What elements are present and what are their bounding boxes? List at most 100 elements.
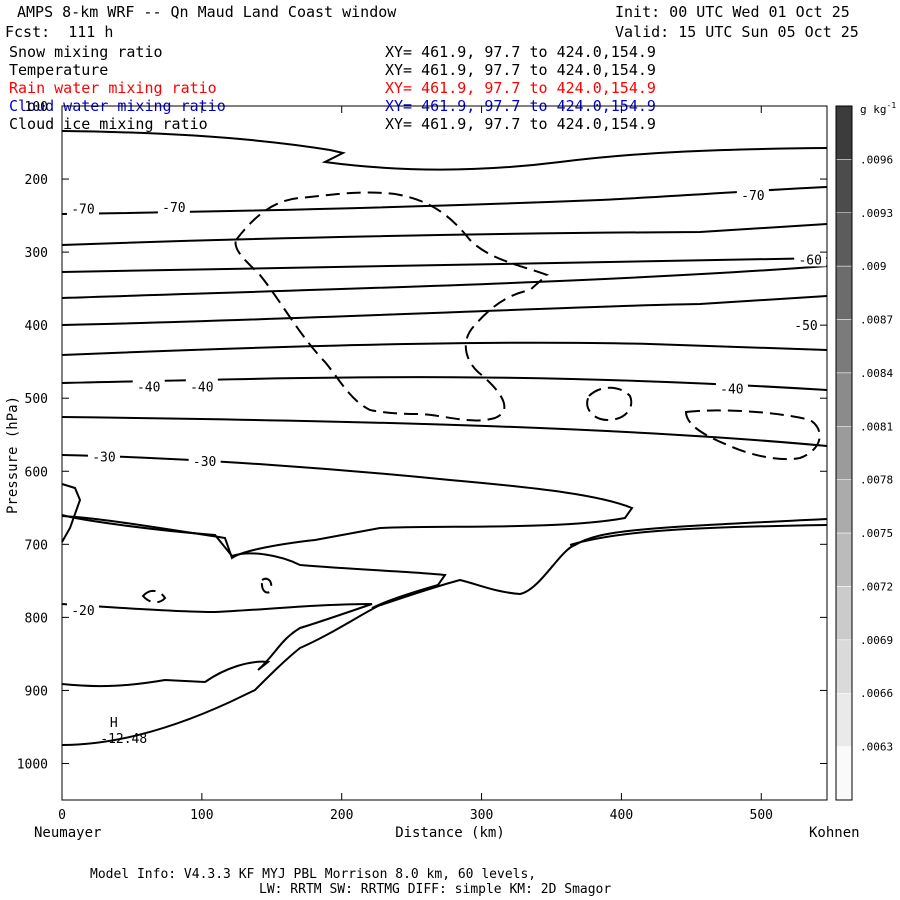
isotherm-minus30 [61, 454, 634, 560]
isotherm-top [61, 130, 828, 171]
colorbar-unit-exponent: -1 [887, 101, 897, 110]
isotherm-minus50-upper [61, 295, 828, 326]
colorbar-label-6: .0078 [860, 474, 893, 487]
colorbar-segment-2 [835, 212, 853, 267]
contour-label-6: -40 [190, 381, 213, 396]
isotherm-plateau [569, 524, 828, 546]
isotherm-left-stub [61, 483, 82, 543]
y-tick-label-700: 700 [25, 538, 48, 553]
isotherm-minus70-lower [61, 223, 828, 246]
colorbar-label-5: .0081 [860, 420, 893, 433]
colorbar-segment-3 [835, 265, 853, 320]
colorbar-label-11: .0063 [860, 741, 893, 754]
contour-label-bg-4 [790, 316, 823, 333]
field-name-snow: Snow mixing ratio [9, 43, 163, 61]
colorbar-segment-8 [835, 532, 853, 587]
isotherm-minus50-lower [61, 341, 828, 356]
cloud-ice-contour-right [684, 409, 821, 461]
colorbar-label-7: .0075 [860, 527, 893, 540]
cloud-ice-contour-small [586, 386, 633, 422]
contour-label-bg-7 [715, 379, 748, 396]
extremum-marker: H-12.48 [100, 716, 147, 747]
contour-label-4: -50 [794, 319, 817, 334]
colorbar: .0096 .0093 .009 .0087 .0084 .0081 .0078 .0075.… [835, 105, 893, 801]
contour-label-1: -70 [162, 201, 185, 216]
footer-model-info: Model Info: V4.3.3 KF MYJ PBL Morrison 8… [90, 867, 536, 882]
x-tick-label-300: 300 [470, 808, 493, 823]
contour-label-7: -40 [720, 383, 743, 398]
valid-time: Valid: 15 UTC Sun 05 Oct 25 [615, 23, 859, 41]
forecast-hour: Fcst: 111 h [5, 23, 114, 41]
x-tick-label-200: 200 [330, 808, 353, 823]
contour-label-bg-5 [132, 377, 165, 394]
field-name-temperature: Temperature [9, 61, 109, 79]
y-tick-label-600: 600 [25, 465, 48, 480]
contour-label-bg-1 [157, 197, 190, 214]
y-tick-label-900: 900 [25, 684, 48, 699]
x-tick-label-0: 0 [58, 808, 66, 823]
contour-label-3: -60 [798, 253, 821, 268]
x-tick-label-100: 100 [190, 808, 213, 823]
field-xy-temperature: XY= 461.9, 97.7 to 424.0,154.9 [385, 61, 656, 79]
colorbar-segment-7 [835, 479, 853, 534]
colorbar-label-3: .0087 [860, 314, 893, 327]
colorbar-frame [835, 105, 853, 801]
contour-label-5: -40 [137, 381, 160, 396]
init-time: Init: 00 UTC Wed 01 Oct 25 [615, 3, 850, 21]
contour-label-bg-8 [87, 447, 120, 464]
colorbar-segment-0 [835, 105, 853, 160]
contour-label-0: -70 [71, 202, 94, 217]
isotherm-minus60-upper [61, 257, 828, 273]
contour-label-bg-3 [794, 250, 827, 267]
contour-label-2: -70 [741, 189, 764, 204]
colorbar-segment-11 [835, 692, 853, 747]
y-axis: 100 200 300 400 500 600 700 800 900 1000 [17, 100, 827, 772]
y-axis-label: Pressure (hPa) [5, 396, 21, 514]
temperature-contours [61, 130, 828, 746]
extremum-label: H [110, 716, 118, 731]
y-tick-label-400: 400 [25, 319, 48, 334]
colorbar-segment-10 [835, 639, 853, 694]
y-tick-label-300: 300 [25, 246, 48, 261]
colorbar-segment-5 [835, 372, 853, 427]
y-tick-label-1000: 1000 [17, 757, 48, 772]
isotherm-minus10-near [61, 604, 381, 746]
field-name-rain: Rain water mixing ratio [9, 79, 217, 97]
cloud-ice-contour-main [234, 191, 549, 422]
contour-label-bg-0 [66, 199, 99, 216]
contour-label-10: -20 [71, 604, 94, 619]
plot-frame [61, 105, 828, 801]
colorbar-label-1: .0093 [860, 207, 893, 220]
field-xy-rain: XY= 461.9, 97.7 to 424.0,154.9 [385, 79, 656, 97]
contour-label-bg-10 [66, 601, 99, 618]
y-tick-label-100: 100 [25, 100, 48, 115]
field-name-cloud-ice: Cloud ice mixing ratio [9, 115, 208, 133]
colorbar-label-0: .0096 [860, 153, 893, 166]
colorbar-unit: g kg-1 [860, 101, 896, 116]
field-xy-cloud-ice: XY= 461.9, 97.7 to 424.0,154.9 [385, 115, 656, 133]
colorbar-segment-12 [835, 746, 853, 801]
colorbar-segment-6 [835, 426, 853, 480]
isotherm-minus60-lower [61, 265, 828, 299]
contour-label-9: -30 [193, 455, 216, 470]
colorbar-segment-4 [835, 319, 853, 374]
colorbar-segment-1 [835, 159, 853, 214]
plot-area: -70 -70 -70 -60 -50 -40 -40 -40 -30 -30 -20 H-12.4… [61, 105, 828, 801]
footer-physics-info: LW: RRTM SW: RRTMG DIFF: simple KM: 2D S… [259, 882, 611, 897]
isotherm-minus20 [61, 603, 373, 688]
colorbar-label-9: .0069 [860, 634, 893, 647]
contour-label-bg-6 [185, 377, 218, 394]
contour-label-8: -30 [92, 451, 115, 466]
chart-title: AMPS 8-km WRF -- Qn Maud Land Coast wind… [17, 3, 397, 21]
y-tick-label-800: 800 [25, 611, 48, 626]
temperature-contour-labels: -70 -70 -70 -60 -50 -40 -40 -40 -30 -30 -20 [66, 186, 827, 619]
y-tick-label-500: 500 [25, 392, 48, 407]
colorbar-label-2: .009 [860, 260, 887, 273]
x-tick-label-500: 500 [750, 808, 773, 823]
isotherm-minus40-lower [61, 416, 828, 447]
colorbar-unit-base: g kg [860, 103, 887, 116]
isotherm-minus40-upper [61, 376, 828, 391]
contour-label-bg-9 [188, 452, 221, 469]
isotherm-warm-layer [61, 514, 828, 609]
colorbar-label-10: .0066 [860, 687, 893, 700]
